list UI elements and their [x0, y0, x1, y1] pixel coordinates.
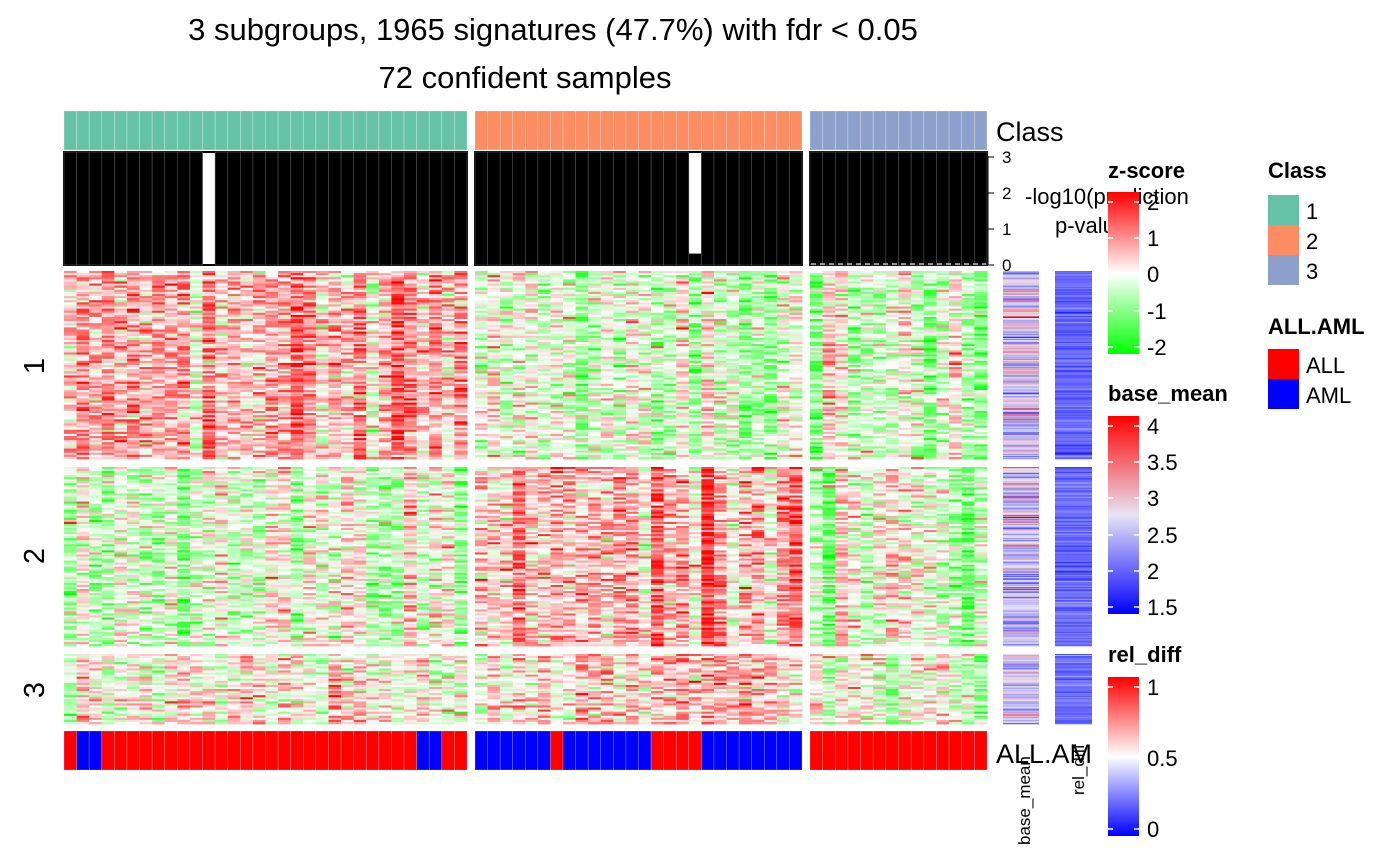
heatmap-cell — [626, 457, 639, 459]
heatmap-cell — [714, 457, 727, 459]
heatmap-cell — [316, 457, 329, 459]
chart-title-line1: 3 subgroups, 1965 signatures (47.7%) wit… — [188, 12, 918, 47]
heatmap-cell — [177, 457, 190, 459]
heatmap-cell — [89, 457, 102, 459]
heatmap-cell — [701, 457, 714, 459]
heatmap-cell — [752, 457, 765, 459]
heatmap-cell — [228, 457, 241, 459]
heatmap-cell — [613, 457, 626, 459]
heatmap-cell — [404, 457, 417, 459]
heatmap-cell — [488, 457, 501, 459]
heatmap-cell — [278, 457, 291, 459]
heatmap-cell — [513, 457, 526, 459]
heatmap-cell — [417, 457, 430, 459]
heatmap-cell — [215, 457, 228, 459]
heatmap-cell — [165, 457, 178, 459]
heatmap-cell — [727, 457, 740, 459]
heatmap-cell — [240, 457, 253, 459]
heatmap-cell — [651, 457, 664, 459]
heatmap-cell — [64, 457, 77, 459]
chart-title-line2: 72 confident samples — [379, 60, 672, 95]
heatmap-cell — [127, 457, 140, 459]
heatmap-cell — [739, 457, 752, 459]
heatmap-cell — [354, 457, 367, 459]
heatmap-cell — [253, 457, 266, 459]
heatmap-cell — [639, 457, 652, 459]
heatmap-cell — [475, 457, 488, 459]
heatmap-cell — [379, 457, 392, 459]
heatmap-cell — [601, 457, 614, 459]
heatmap-cell — [454, 457, 467, 459]
heatmap-cell — [140, 457, 153, 459]
heatmap-cell — [391, 457, 404, 459]
heatmap-cell — [291, 457, 304, 459]
heatmap-body — [64, 271, 987, 724]
heatmap-cell — [664, 457, 677, 459]
heatmap-cell — [114, 457, 127, 459]
heatmap-cell — [563, 457, 576, 459]
heatmap-cell — [303, 457, 316, 459]
heatmap-cell — [266, 457, 279, 459]
heatmap-cell — [500, 457, 513, 459]
heatmap-cell — [77, 457, 90, 459]
heatmap-cell — [152, 457, 165, 459]
heatmap-cell — [588, 457, 601, 459]
heatmap-cell — [676, 457, 689, 459]
heatmap-cell — [525, 457, 538, 459]
heatmap-cell — [203, 457, 216, 459]
heatmap-cell — [442, 457, 455, 459]
heatmap-cell — [190, 457, 203, 459]
heatmap-cell — [102, 457, 115, 459]
heatmap-cell — [341, 457, 354, 459]
heatmap-cell — [429, 457, 442, 459]
heatmap-cell — [538, 457, 551, 459]
heatmap-cell — [689, 457, 702, 459]
heatmap-cell — [328, 457, 341, 459]
heatmap-cell — [550, 457, 563, 459]
heatmap-cell — [366, 457, 379, 459]
heatmap-cell — [576, 457, 589, 459]
